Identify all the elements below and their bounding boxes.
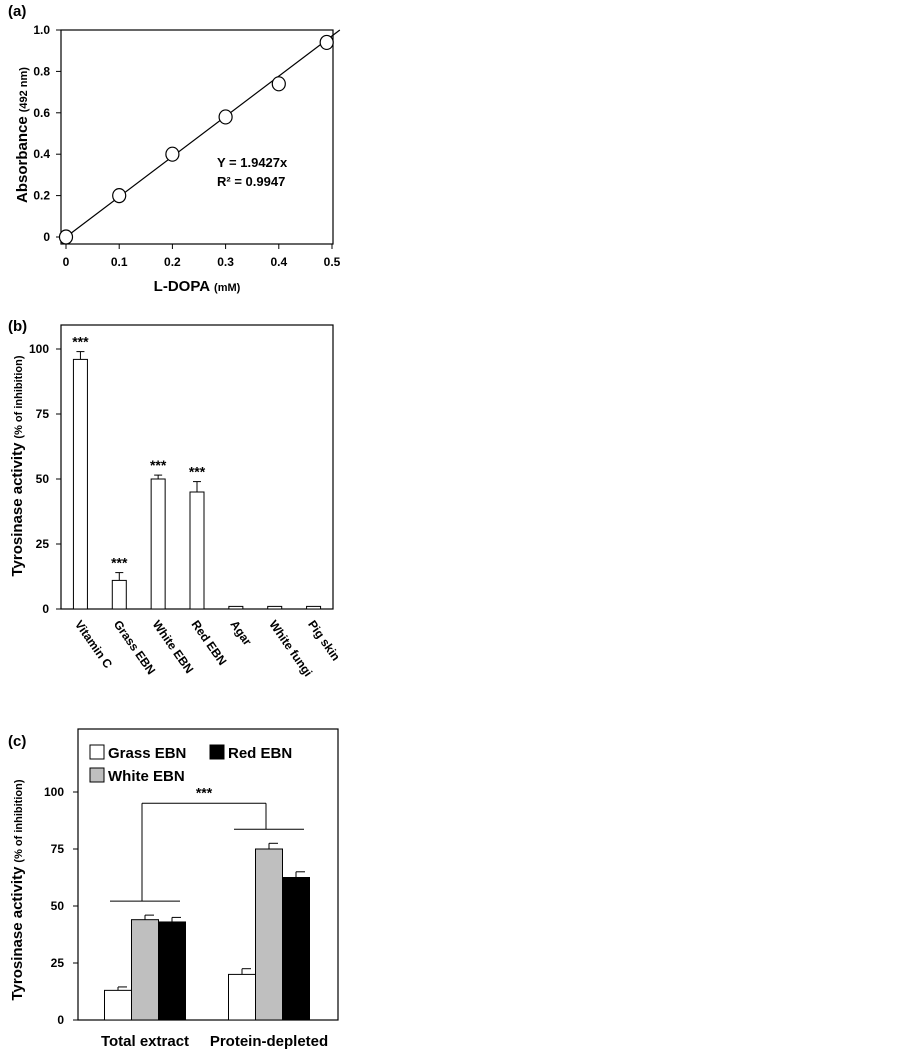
panel-c-legend-label: Grass EBN: [108, 745, 186, 762]
panel-c-legend-swatch: [209, 744, 225, 760]
panel-b-category-label: Vitamin C: [72, 618, 115, 671]
panel-a-y-axis-title: Absorbance(492 nm): [14, 67, 31, 203]
panel-b-significance-label: ***: [189, 464, 206, 480]
panel-b-y-tick-label: 50: [36, 472, 50, 486]
panel-c-ticks: 0 25 50 75 100: [44, 785, 78, 1027]
panel-a-x-tick-label: 0.5: [324, 255, 341, 269]
panel-a-x-tick-label: 0.3: [217, 255, 234, 269]
panel-c-bar: [282, 877, 310, 1021]
panel-a-data-point: [58, 229, 74, 245]
panel-b-y-tick-label: 75: [36, 407, 50, 421]
panel-a-data-point: [112, 188, 127, 204]
panel-c-y-axis-title: Tyrosinase activity(% of inhibition): [9, 779, 26, 1000]
panel-c-legend: Grass EBN White EBN Red EBN: [89, 744, 292, 785]
panel-a-x-tick-label: 0: [63, 255, 70, 269]
panel-c-y-tick-label: 25: [51, 956, 65, 970]
panel-c-bars: [104, 842, 310, 1021]
panel-c-legend-swatch: [89, 744, 105, 760]
panel-a-x-tick-label: 0.4: [270, 255, 287, 269]
panel-a-y-tick-label: 0.8: [33, 64, 50, 78]
panel-a-y-tick-label: 0: [43, 230, 50, 244]
panel-b-significance-label: ***: [111, 555, 128, 571]
panel-c-legend-swatch: [89, 767, 105, 783]
panel-b-bar: [228, 605, 244, 610]
panel-c-category-label: Total extract: [101, 1033, 189, 1050]
panel-c-grouped-bar-chart: (c) 0 25 50 75 100 *** Grass EBN White EBN Red…: [8, 728, 339, 1050]
panel-a-label: (a): [8, 3, 26, 20]
panel-c-significance-bracket: ***: [110, 784, 304, 902]
panel-a-scatter-chart: (a) 0 0.1 0.2 0.3 0.4 0.5 0 0.2 0.4 0.6 0.8 1.0 Y =…: [8, 3, 341, 295]
panel-c-bar: [158, 921, 186, 1021]
panel-c-y-tick-label: 0: [57, 1013, 64, 1027]
panel-a-y-tick-label: 0.4: [33, 147, 50, 161]
panel-c-bar: [104, 989, 132, 1021]
panel-c-y-tick-label: 50: [51, 899, 65, 913]
panel-a-data-point: [165, 146, 180, 162]
panel-a-data-point: [319, 34, 334, 51]
panel-c-legend-label: White EBN: [108, 768, 185, 785]
panel-b-y-tick-label: 0: [42, 602, 49, 616]
panel-a-r-squared: R² = 0.9947: [217, 174, 285, 189]
panel-a-ticks: 0 0.1 0.2 0.3 0.4 0.5 0 0.2 0.4 0.6 0.8 1.0: [33, 23, 340, 269]
panel-b-y-tick-label: 100: [29, 342, 49, 356]
panel-b-bar: [111, 579, 127, 610]
panel-b-category-label: Red EBN: [189, 618, 230, 668]
panel-b-significance-label: ***: [150, 457, 167, 473]
panel-c-legend-label: Red EBN: [228, 745, 292, 762]
panel-a-data-point: [218, 109, 233, 125]
panel-a-plot-frame: [60, 29, 334, 245]
panel-c-y-tick-label: 100: [44, 785, 64, 799]
panel-c-plot-frame: [77, 728, 339, 1021]
panel-a-y-tick-label: 0.6: [33, 106, 50, 120]
panel-a-data-point: [271, 76, 286, 92]
panel-b-bar: [72, 358, 88, 610]
panel-c-category-labels: Total extract Protein-depleted: [101, 1033, 328, 1050]
panel-c-bar: [131, 919, 159, 1021]
panel-b-bar: [267, 605, 283, 610]
panel-b-y-axis-title: Tyrosinase activity(% of inhibition): [9, 355, 26, 576]
panel-a-x-axis-title: L-DOPA (mM): [154, 278, 241, 295]
panel-b-category-label: Agar: [227, 618, 254, 649]
panel-a-points: [58, 34, 334, 245]
panel-b-bar: [150, 478, 166, 610]
panel-a-x-tick-label: 0.2: [164, 255, 181, 269]
panel-b-significance-label: ***: [72, 334, 89, 350]
panel-b-label: (b): [8, 318, 27, 335]
panel-a-fit-line: [65, 29, 341, 238]
panel-c-significance-label: ***: [196, 784, 213, 800]
panel-c-label: (c): [8, 733, 26, 750]
panel-c-bar: [255, 848, 283, 1021]
panel-c-bar: [228, 973, 256, 1021]
panel-b-bars: *** *** *** ***: [72, 334, 322, 610]
panel-b-bar: [189, 491, 205, 610]
panel-b-y-tick-label: 25: [36, 537, 50, 551]
panel-b-bar: [306, 605, 322, 610]
panel-b-category-label: Pig skin: [305, 618, 343, 664]
panel-c-y-tick-label: 75: [51, 842, 65, 856]
panel-c-category-label: Protein-depleted: [210, 1033, 328, 1050]
panel-b-bar-chart: (b) 0 25 50 75 100 *** *** *** *** Vitamin CGra…: [8, 318, 343, 679]
panel-a-x-tick-label: 0.1: [111, 255, 128, 269]
panel-a-y-tick-label: 1.0: [33, 23, 50, 37]
panel-b-ticks: 0 25 50 75 100: [29, 342, 61, 616]
panel-a-equation: Y = 1.9427x: [217, 155, 288, 170]
panel-a-y-tick-label: 0.2: [33, 189, 50, 203]
